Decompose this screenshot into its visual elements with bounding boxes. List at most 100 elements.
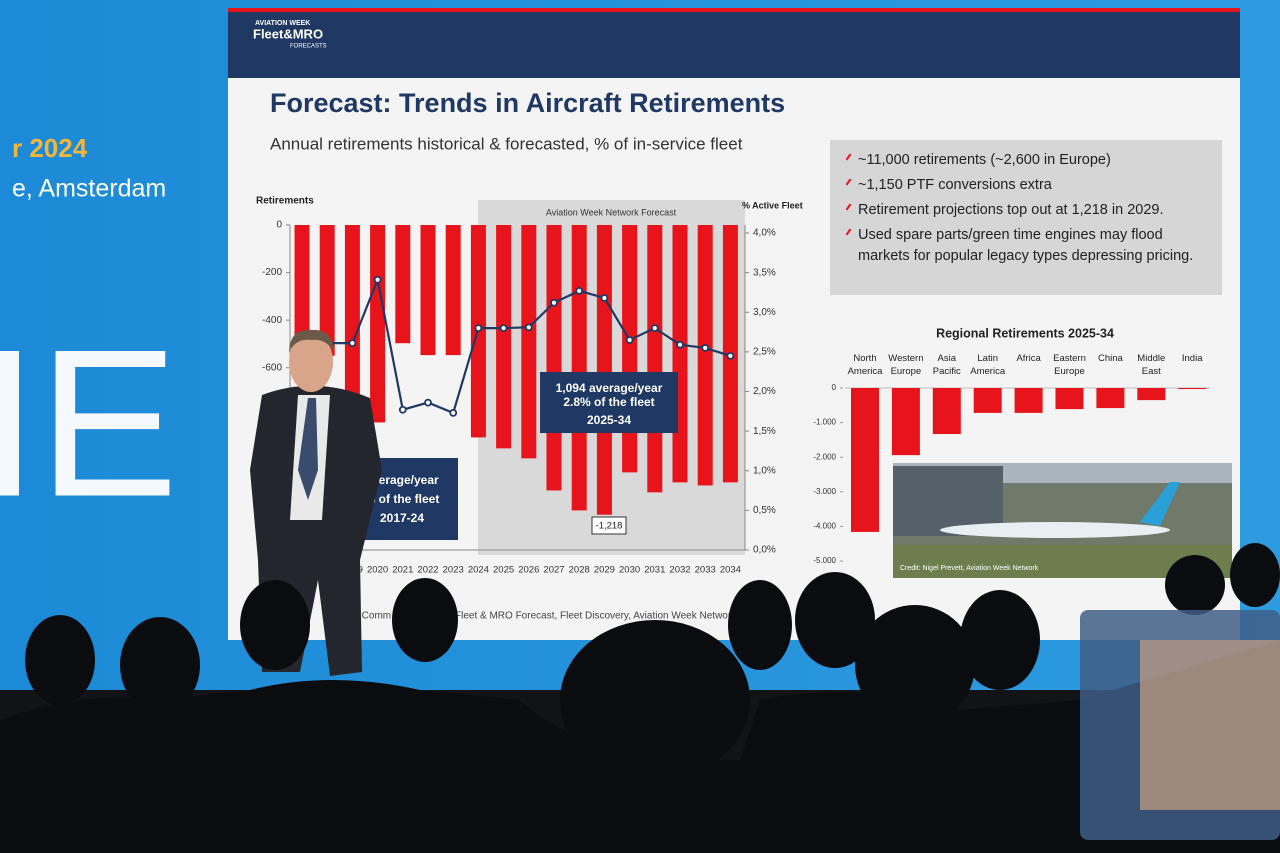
line-marker [348, 339, 357, 348]
y2-tick-label: 0,5% [753, 505, 776, 516]
line-marker [650, 324, 659, 333]
x-tick-label: 2034 [720, 565, 741, 576]
line-marker [373, 275, 382, 284]
audience-head [560, 620, 750, 780]
y-tick-label: -400 [262, 315, 282, 326]
slide-header [228, 8, 1240, 78]
bar [420, 225, 436, 356]
y2-tick-label: 1,0% [753, 465, 776, 476]
bar [1096, 388, 1125, 409]
bar [1014, 388, 1043, 413]
x-tick-label: 2031 [644, 565, 665, 576]
category-label: Latin America [970, 353, 1006, 377]
bar [891, 388, 920, 456]
bullet: ~11,000 retirements (~2,600 in Europe) [858, 150, 1208, 171]
callout-text: average/year [365, 473, 439, 487]
x-tick-label: 2030 [619, 565, 640, 576]
x-tick-label: 2021 [392, 565, 413, 576]
category-label: Africa [1016, 353, 1041, 364]
bar [521, 225, 537, 459]
line-marker [398, 405, 407, 414]
bar [1055, 388, 1084, 410]
photo-aircraft [940, 522, 1170, 538]
category-label: Western Europe [888, 353, 924, 377]
bar [294, 225, 310, 344]
x-tick-label: 2022 [417, 565, 438, 576]
callout-text: % of the fleet [365, 492, 440, 506]
y2-tick-label: 0,0% [753, 545, 776, 556]
screen-date: r 2024 [12, 133, 88, 163]
audience-head [728, 580, 792, 670]
bar [973, 388, 1002, 413]
slide-subtitle: Annual retirements historical & forecast… [270, 134, 743, 153]
y2-tick-label: 2,5% [753, 347, 776, 358]
line-marker [524, 323, 533, 332]
logo-sub: FORECASTS [290, 44, 327, 50]
y-tick-label: -4.000 [813, 522, 836, 531]
x-tick-label: 2025 [493, 565, 514, 576]
line-marker [449, 408, 458, 417]
bar [370, 225, 386, 423]
line-marker [424, 398, 432, 407]
y2-axis-label: % Active Fleet [742, 200, 803, 210]
line-marker [600, 294, 609, 302]
speaker-tie [298, 398, 318, 500]
footer-left: ary Comm [345, 611, 391, 622]
category-label: Eastern Europe [1053, 353, 1086, 377]
bullet: Retirement projections top out at 1,218 … [858, 200, 1208, 221]
x-tick-label: 2028 [569, 565, 590, 576]
x-tick-label: 2027 [543, 565, 564, 576]
chart-title: Regional Retirements 2025-34 [936, 326, 1114, 340]
bar [697, 225, 713, 486]
forecast-label: Aviation Week Network Forecast [546, 207, 677, 217]
x-tick-label: 2029 [594, 565, 615, 576]
line-marker [474, 324, 483, 333]
x-tick-label: 2026 [518, 565, 539, 576]
photo-tail [1140, 482, 1180, 526]
peak-label-box [591, 516, 627, 535]
line-marker [625, 336, 634, 344]
callout-text: 2.8% of the fleet [563, 395, 654, 409]
y-tick-label: -5.000 [813, 556, 836, 565]
callout-box [540, 372, 678, 433]
audience-head [120, 617, 200, 713]
screen-venue: e, Amsterdam [12, 175, 166, 203]
y2-tick-label: 3,0% [753, 307, 776, 318]
y-tick-label: -2.000 [813, 452, 836, 461]
x-tick-label: 2024 [468, 565, 489, 576]
x-tick-label: 2023 [443, 565, 464, 576]
bullet: ~1,150 PTF conversions extra [858, 175, 1208, 196]
bar [1178, 388, 1207, 390]
slide-title: Forecast: Trends in Aircraft Retirements [270, 88, 785, 118]
audience-head [1230, 543, 1280, 607]
bar [571, 225, 587, 511]
category-label: Middle East [1137, 353, 1166, 377]
y-tick-label: -200 [262, 267, 282, 278]
bar [319, 225, 335, 356]
photo-credit: Credit: Nigel Prevett, Aviation Week Net… [900, 565, 1039, 572]
line-marker [701, 344, 710, 352]
y-tick-label: -1.000 [813, 418, 836, 427]
y-tick-label: -600 [262, 362, 282, 373]
y-axis-label: Retirements [256, 196, 314, 207]
category-label: Asia Pacific [932, 353, 961, 377]
regional-chart: Regional Retirements 2025-34 0 -1.000 -2.00… [813, 326, 1232, 578]
footer-right: Fleet & MRO Forecast, Fleet Discovery, A… [455, 611, 755, 622]
retirements-chart: Aviation Week Network Forecast Retirement… [256, 196, 803, 576]
callout-text: 2017-24 [380, 511, 424, 525]
bullet: Used spare parts/green time engines may … [858, 225, 1208, 267]
y2-tick-label: 2,0% [753, 386, 776, 397]
audience-head [392, 578, 458, 662]
y-tick-label: 0 [832, 383, 837, 392]
peak-label: -1,218 [596, 521, 623, 532]
bar [445, 225, 461, 356]
bar [344, 225, 360, 396]
x-tick-label: 2033 [695, 565, 716, 576]
bar [851, 388, 879, 532]
bar [932, 388, 961, 435]
callout-text: 1,094 average/year [556, 381, 663, 395]
callout-text: 2025-34 [587, 413, 631, 427]
category-label: China [1097, 353, 1123, 364]
